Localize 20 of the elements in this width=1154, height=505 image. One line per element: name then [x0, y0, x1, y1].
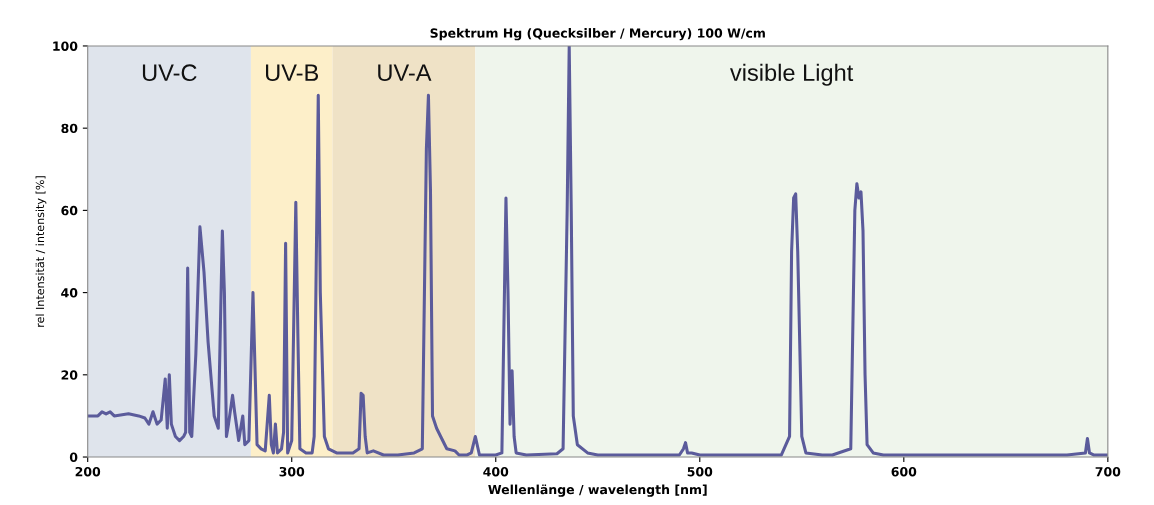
x-tick-label: 400: [483, 466, 509, 477]
line-series: [87, 45, 1108, 457]
y-tick-label: 0: [69, 452, 78, 462]
x-axis-title: Wellenlänge / wavelength [nm]: [488, 484, 707, 497]
x-tick-label: 700: [1095, 466, 1121, 477]
x-tick-label: 300: [279, 466, 305, 477]
y-tick-label: 100: [53, 41, 78, 51]
x-tick-label: 200: [75, 466, 101, 477]
band-label: UV-C: [142, 64, 197, 82]
y-tick-label: 20: [61, 370, 78, 380]
band-label: UV-A: [378, 64, 432, 82]
chart-title: Spektrum Hg (Quecksilber / Mercury) 100 W/cm: [430, 28, 765, 41]
y-tick-label: 80: [61, 123, 78, 134]
x-tick-label: 600: [891, 466, 917, 477]
y-axis-title: rel Intensität / intensity [%]: [35, 176, 47, 327]
band-label: UV-B: [266, 64, 319, 82]
y-tick-label: 40: [61, 288, 78, 298]
band-label: visible Light: [730, 63, 854, 86]
x-tick-label: 500: [687, 466, 713, 477]
y-tick-label: 60: [61, 205, 78, 216]
